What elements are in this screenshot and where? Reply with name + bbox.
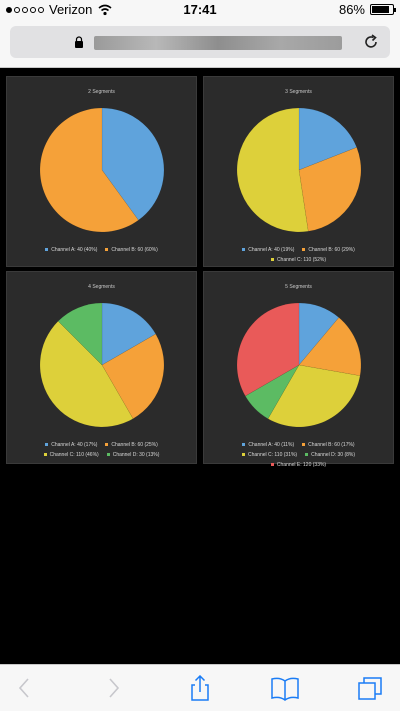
signal-dot	[6, 6, 12, 13]
chart-title: 4 Segments	[88, 284, 115, 290]
legend-item[interactable]: Channel B: 60 (60%)	[105, 245, 158, 255]
legend-label: Channel D: 30 (8%)	[311, 452, 356, 458]
pie-slice-channel-c[interactable]	[267, 364, 361, 428]
legend-item[interactable]: Channel C: 110 (31%)	[241, 450, 298, 460]
clock: 17:41	[183, 2, 217, 17]
legend-item[interactable]: Channel A: 40 (17%)	[45, 440, 97, 450]
legend-swatch	[106, 453, 110, 457]
legend-swatch	[302, 248, 306, 252]
pie-slice-channel-b[interactable]	[39, 107, 139, 233]
legend-swatch	[270, 258, 274, 262]
legend-label: Channel B: 60 (60%)	[111, 247, 158, 253]
legend-swatch	[242, 248, 246, 252]
page-content: 2 Segments Channel A: 40 (40%) Channel B: …	[0, 68, 400, 664]
battery-status: 86%	[338, 2, 396, 17]
pie-slice-channel-b[interactable]	[101, 333, 165, 420]
legend-swatch	[242, 443, 246, 447]
legend-item[interactable]: Channel A: 40 (40%)	[45, 245, 97, 255]
chart-title: 3 Segments	[285, 89, 312, 95]
legend-swatch	[45, 443, 49, 447]
carrier-name: Verizon	[49, 2, 93, 17]
legend-label: Channel A: 40 (11%)	[248, 442, 295, 448]
legend-swatch	[45, 248, 49, 252]
status-bar: Verizon 17:41 86%	[0, 0, 400, 20]
legend-swatch	[105, 248, 109, 252]
pie-slice-channel-d[interactable]	[244, 364, 300, 420]
pie-slice-channel-a[interactable]	[298, 302, 340, 366]
back-icon[interactable]	[10, 675, 40, 701]
obscured-url	[94, 36, 342, 50]
legend-label: Channel D: 30 (13%)	[112, 452, 160, 458]
pie-chart	[39, 107, 165, 233]
legend-item[interactable]: Channel C: 110 (52%)	[270, 255, 327, 265]
legend-swatch	[43, 453, 47, 457]
chart-panel-2-segments: 2 Segments Channel A: 40 (40%) Channel B: …	[6, 76, 197, 267]
signal-dot	[14, 6, 20, 13]
battery-icon	[370, 4, 396, 15]
forward-icon[interactable]	[98, 675, 128, 701]
reload-icon[interactable]	[362, 33, 380, 51]
signal-dot	[22, 6, 28, 13]
legend-label: Channel A: 40 (40%)	[51, 247, 98, 253]
pie-slice-channel-a[interactable]	[298, 107, 358, 171]
chart-title: 5 Segments	[285, 284, 312, 290]
signal-strength-icon	[6, 6, 44, 13]
legend-label: Channel B: 60 (17%)	[308, 442, 355, 448]
legend-item[interactable]: Channel B: 60 (17%)	[302, 440, 355, 450]
legend-swatch	[270, 463, 274, 467]
legend-item[interactable]: Channel A: 40 (19%)	[242, 245, 294, 255]
signal-dot	[38, 6, 44, 13]
legend-label: Channel A: 40 (17%)	[51, 442, 98, 448]
lock-icon	[75, 36, 83, 48]
safari-toolbar	[0, 664, 400, 711]
address-bar[interactable]	[10, 26, 390, 58]
legend-swatch	[241, 453, 245, 457]
chart-legend: Channel A: 40 (19%) Channel B: 60 (29%) Ch…	[210, 245, 387, 265]
battery-percent: 86%	[338, 2, 365, 17]
pie-slice-channel-e[interactable]	[236, 302, 300, 397]
battery-level-fill	[372, 6, 390, 13]
pie-chart	[39, 302, 165, 428]
pie-slice-channel-b[interactable]	[298, 147, 362, 232]
legend-label: Channel C: 110 (31%)	[247, 452, 298, 458]
legend-swatch	[105, 443, 109, 447]
legend-label: Channel B: 60 (29%)	[308, 247, 355, 253]
legend-label: Channel A: 40 (19%)	[248, 247, 295, 253]
bookmarks-icon[interactable]	[270, 675, 300, 701]
chart-legend: Channel A: 40 (17%) Channel B: 60 (25%) Ch…	[13, 440, 190, 460]
chart-legend: Channel A: 40 (11%) Channel B: 60 (17%) Ch…	[210, 440, 387, 470]
legend-item[interactable]: Channel A: 40 (11%)	[242, 440, 294, 450]
legend-label: Channel B: 60 (25%)	[111, 442, 158, 448]
legend-item[interactable]: Channel C: 110 (46%)	[43, 450, 99, 460]
legend-item[interactable]: Channel D: 30 (8%)	[305, 450, 355, 460]
pie-chart	[236, 107, 362, 233]
share-icon[interactable]	[185, 675, 215, 701]
wifi-icon	[98, 4, 112, 15]
chart-title: 2 Segments	[88, 89, 115, 95]
pie-slice-channel-c[interactable]	[236, 107, 309, 233]
pie-slice-channel-a[interactable]	[101, 107, 165, 221]
legend-item[interactable]: Channel D: 30 (13%)	[106, 450, 160, 460]
browser-chrome	[0, 20, 400, 68]
chart-panel-4-segments: 4 Segments Channel A: 40 (17%) Channel B: …	[6, 271, 197, 464]
legend-label: Channel E: 120 (33%)	[276, 462, 327, 468]
legend-item[interactable]: Channel B: 60 (25%)	[105, 440, 158, 450]
tabs-icon[interactable]	[356, 675, 386, 701]
pie-slice-channel-c[interactable]	[39, 320, 134, 428]
pie-slice-channel-b[interactable]	[298, 317, 362, 377]
chart-panel-5-segments: 5 Segments Channel A: 40 (11%) Channel B: …	[203, 271, 394, 468]
chart-panel-3-segments: 3 Segments Channel A: 40 (19%) Channel B: …	[203, 76, 394, 267]
signal-dot	[30, 6, 36, 13]
legend-swatch	[305, 453, 309, 457]
legend-item[interactable]: Channel E: 120 (33%)	[270, 460, 327, 470]
legend-swatch	[302, 443, 306, 447]
legend-item[interactable]: Channel B: 60 (29%)	[302, 245, 355, 255]
carrier-info: Verizon	[6, 2, 112, 17]
pie-slice-channel-d[interactable]	[57, 302, 103, 366]
chart-legend: Channel A: 40 (40%) Channel B: 60 (60%)	[13, 245, 190, 255]
legend-label: Channel C: 110 (46%)	[49, 452, 99, 458]
pie-slice-channel-a[interactable]	[101, 302, 157, 366]
pie-chart	[236, 302, 362, 428]
legend-label: Channel C: 110 (52%)	[276, 257, 327, 263]
